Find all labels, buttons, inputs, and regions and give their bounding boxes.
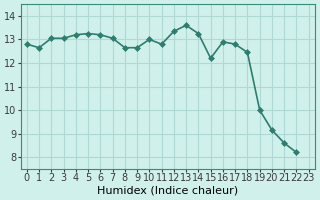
X-axis label: Humidex (Indice chaleur): Humidex (Indice chaleur) xyxy=(97,186,238,196)
